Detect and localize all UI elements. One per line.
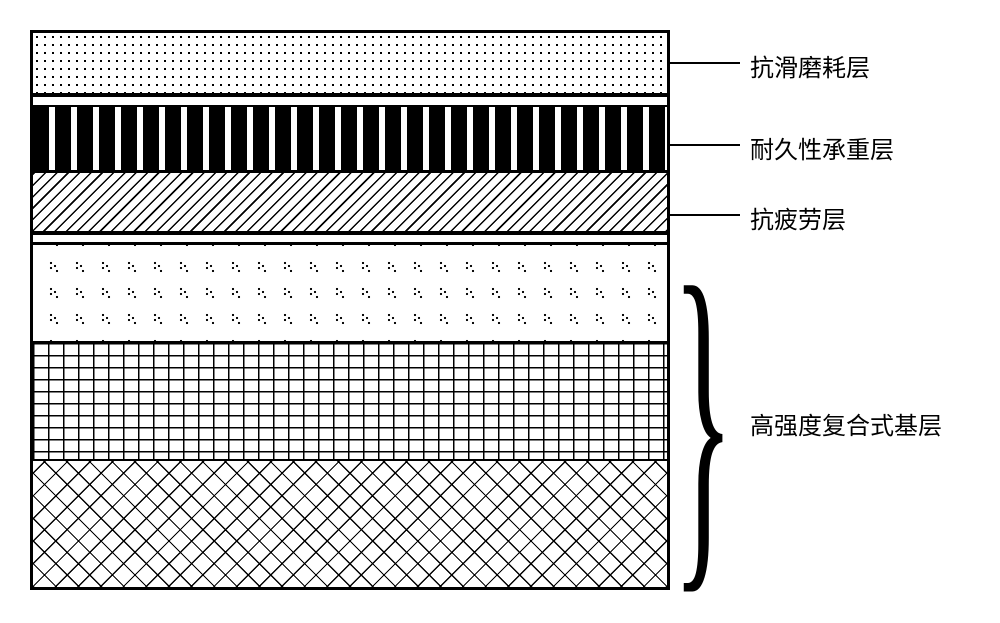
layer4a	[33, 245, 667, 343]
layer3	[33, 173, 667, 235]
layer2	[33, 107, 667, 173]
lbl2: 耐久性承重层	[750, 130, 894, 165]
layer4b	[33, 343, 667, 461]
lbl3: 抗疲劳层	[750, 200, 846, 235]
layer4c	[33, 461, 667, 587]
lbl4: 高强度复合式基层	[750, 406, 942, 441]
layer-stack	[30, 30, 670, 590]
spacer1	[33, 97, 667, 107]
spacer2	[33, 235, 667, 245]
label-area: 抗滑磨耗层耐久性承重层抗疲劳层}高强度复合式基层	[680, 20, 980, 595]
lbl1: 抗滑磨耗层	[750, 48, 870, 83]
layer1	[33, 33, 667, 97]
lbl2-leader	[670, 144, 740, 146]
lbl4-brace: }	[672, 233, 734, 603]
lbl1-leader	[670, 62, 740, 64]
